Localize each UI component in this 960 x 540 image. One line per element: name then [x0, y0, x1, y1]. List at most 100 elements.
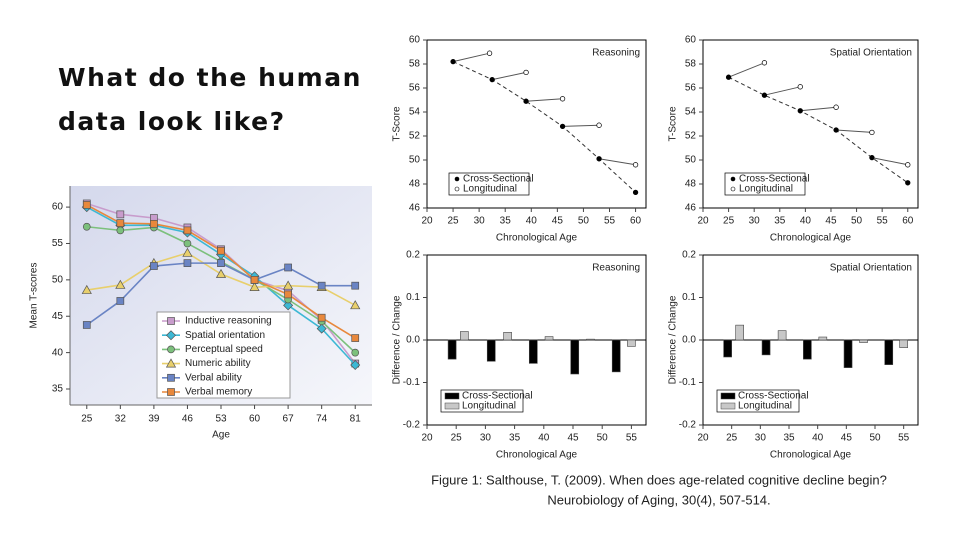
y-tick-label: 46: [685, 203, 697, 214]
point: [632, 189, 639, 196]
x-tick-label: 45: [552, 216, 564, 227]
marker: [284, 290, 292, 299]
y-axis-label: T-Score: [392, 106, 403, 141]
legend-label: Longitudinal: [739, 184, 793, 195]
marker: [150, 262, 158, 270]
x-tick-label: 25: [81, 414, 93, 425]
legend-box: [448, 172, 530, 196]
chart-title: Spatial Orientation: [830, 263, 912, 274]
marker: [167, 373, 175, 382]
bar: [777, 330, 787, 341]
x-axis-label: Chronological Age: [496, 233, 578, 244]
x-tick-label: 25: [451, 433, 463, 444]
y-tick-label: 0.0: [682, 335, 696, 346]
bar: [586, 338, 595, 341]
x-axis-label: Age: [212, 430, 230, 441]
y-axis-label: T-Score: [668, 106, 679, 141]
point: [869, 154, 875, 161]
point: [869, 129, 875, 136]
marker: [217, 259, 225, 267]
legend-label: Cross-Sectional: [463, 174, 534, 185]
bar: [627, 339, 636, 347]
marker: [150, 219, 158, 228]
bar: [843, 339, 853, 368]
x-tick-label: 30: [480, 433, 492, 444]
x-tick-label: 40: [800, 216, 812, 227]
caption-line: Figure 1: Salthouse, T. (2009). When doe…: [431, 472, 887, 487]
bar: [735, 324, 744, 341]
bar: [460, 331, 469, 341]
bar: [611, 339, 621, 373]
x-tick-label: 81: [350, 414, 362, 425]
x-tick-label: 50: [597, 433, 609, 444]
chart-title: Spatial Orientation: [830, 48, 912, 59]
y-tick-label: 56: [409, 83, 421, 94]
x-tick-label: 25: [723, 216, 735, 227]
y-tick-label: 0.1: [682, 292, 696, 303]
marker: [283, 300, 294, 311]
x-tick-label: 74: [316, 414, 328, 425]
connector: [492, 71, 527, 81]
point: [725, 74, 732, 80]
point: [450, 58, 456, 65]
bar: [859, 339, 868, 343]
x-tick-label: 53: [215, 414, 227, 425]
point: [489, 76, 495, 83]
x-axis-label: Chronological Age: [770, 450, 852, 461]
point: [559, 123, 566, 130]
legend-label: Inductive reasoning: [185, 316, 272, 327]
legend-label: Longitudinal: [462, 401, 516, 412]
marker: [351, 334, 360, 342]
point: [833, 104, 839, 110]
x-tick-label: 35: [509, 433, 521, 444]
point: [905, 180, 911, 186]
marker: [82, 222, 91, 231]
x-tick-label: 30: [749, 216, 761, 227]
point: [523, 69, 529, 76]
point: [761, 92, 768, 98]
y-tick-label: 50: [52, 274, 64, 285]
y-tick-label: 54: [685, 107, 697, 118]
bar: [884, 339, 894, 365]
x-tick-label: 55: [898, 433, 910, 444]
marker: [116, 210, 125, 219]
marker: [116, 219, 125, 227]
x-tick-label: 50: [851, 216, 863, 227]
marker: [351, 348, 360, 357]
marker: [217, 246, 225, 255]
connector: [800, 106, 837, 112]
x-tick-label: 55: [604, 216, 616, 227]
plot-frame: [426, 39, 647, 209]
connector: [598, 158, 636, 166]
marker: [183, 239, 192, 248]
bar: [570, 339, 580, 375]
bar: [486, 339, 496, 362]
legend-label: Verbal ability: [185, 372, 242, 383]
point: [596, 156, 602, 162]
marker: [167, 317, 175, 325]
caption-line: Neurobiology of Aging, 30(4), 507-514.: [547, 492, 770, 507]
legend-label: Numeric ability: [185, 358, 251, 369]
y-tick-label: 0.0: [406, 335, 420, 346]
bar: [544, 336, 554, 341]
x-tick-label: 20: [697, 216, 709, 227]
x-tick-label: 25: [726, 433, 738, 444]
connector: [764, 86, 801, 96]
legend-swatch: [444, 402, 460, 410]
marker: [183, 259, 192, 267]
x-tick-label: 46: [182, 414, 194, 425]
point: [596, 122, 602, 128]
x-tick-label: 45: [825, 216, 837, 227]
x-tick-label: 39: [148, 414, 160, 425]
y-tick-label: 54: [409, 107, 421, 118]
connector: [871, 157, 908, 166]
bar: [447, 339, 457, 360]
y-tick-label: -0.2: [403, 420, 421, 431]
y-tick-label: -0.2: [679, 420, 697, 431]
y-tick-label: 0.1: [406, 292, 420, 303]
bar: [528, 339, 538, 364]
bar: [503, 332, 512, 341]
bar: [761, 339, 771, 356]
